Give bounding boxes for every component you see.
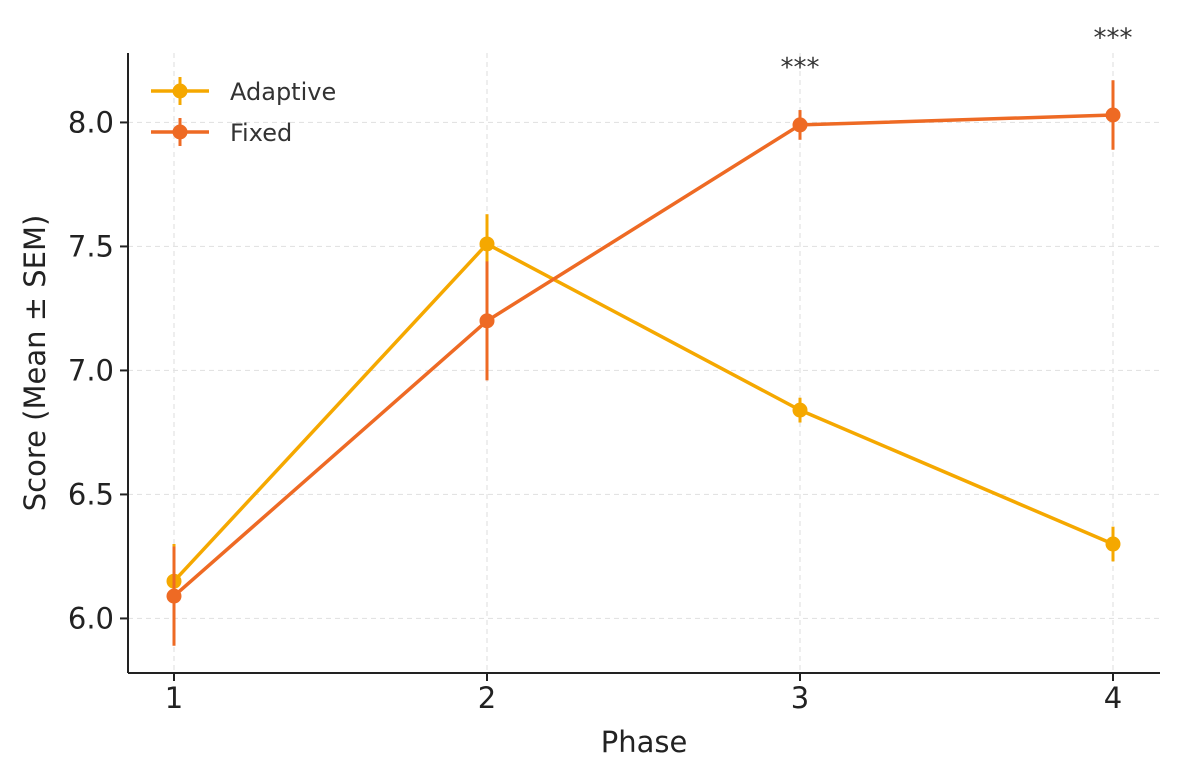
- legend-label: Adaptive: [230, 78, 336, 106]
- axes: [127, 53, 1160, 674]
- significance-annotation: ***: [1094, 23, 1133, 53]
- legend-swatch-marker: [172, 83, 188, 99]
- data-point: [166, 588, 182, 604]
- data-point: [1105, 107, 1121, 123]
- series-fixed: [166, 80, 1121, 646]
- data-point: [792, 402, 808, 418]
- series-adaptive: [166, 214, 1121, 619]
- data-point: [1105, 536, 1121, 552]
- data-point: [792, 117, 808, 133]
- grid-lines: [128, 53, 1160, 673]
- y-axis-title: Score (Mean ± SEM): [18, 215, 52, 512]
- data-point: [479, 313, 495, 329]
- annotations: *** ***: [781, 23, 1133, 83]
- x-tick-label: 3: [791, 681, 809, 715]
- series: [166, 80, 1121, 646]
- y-tick-label: 7.5: [68, 229, 114, 263]
- y-tick-label: 6.5: [68, 477, 114, 511]
- legend-item-fixed: Fixed: [151, 118, 292, 147]
- legend-item-adaptive: Adaptive: [151, 77, 336, 106]
- significance-annotation: ***: [781, 53, 820, 83]
- ticks: 1 2 3 4 6.0 6.5 7.0 7.5 8.0: [68, 105, 1122, 715]
- series-line: [172, 113, 1114, 598]
- y-tick-label: 6.0: [68, 601, 114, 635]
- y-tick-label: 7.0: [68, 353, 114, 387]
- legend-label: Fixed: [230, 119, 292, 147]
- series-line: [172, 242, 1114, 583]
- x-axis-title: Phase: [601, 725, 688, 759]
- x-tick-label: 1: [165, 681, 183, 715]
- y-tick-label: 8.0: [68, 105, 114, 139]
- x-tick-label: 4: [1104, 681, 1122, 715]
- x-tick-label: 2: [478, 681, 496, 715]
- data-point: [479, 236, 495, 252]
- legend-swatch-marker: [172, 124, 188, 140]
- legend: Adaptive Fixed: [151, 77, 336, 147]
